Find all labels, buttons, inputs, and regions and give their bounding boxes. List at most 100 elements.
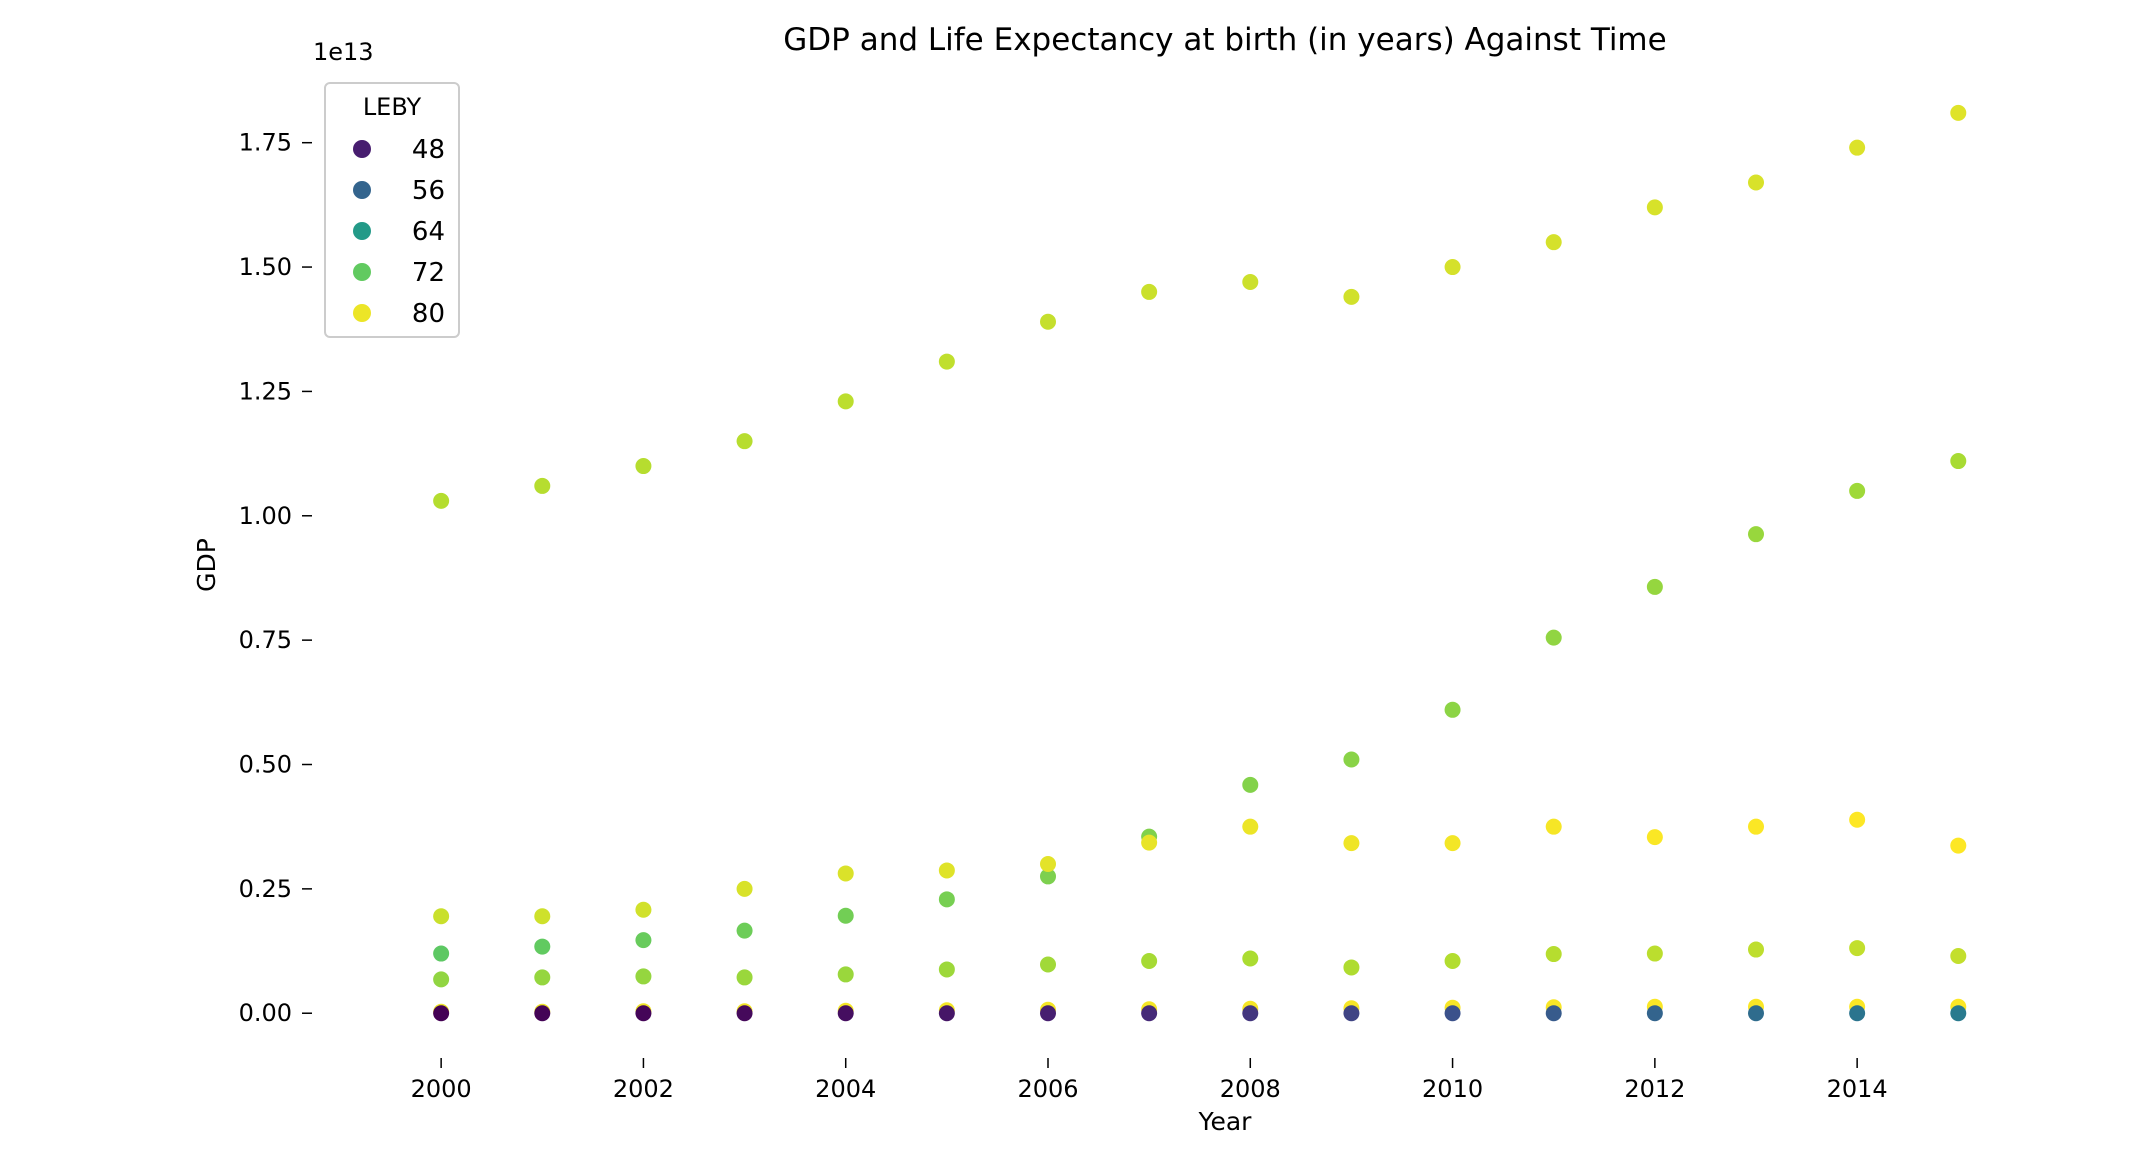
data-point xyxy=(534,908,551,925)
data-point xyxy=(1545,1005,1562,1022)
data-point xyxy=(1748,941,1764,958)
data-point xyxy=(736,433,753,450)
data-point xyxy=(433,945,450,962)
x-tick-label: 2004 xyxy=(815,1075,876,1103)
legend-marker xyxy=(353,222,371,240)
data-point xyxy=(1748,526,1764,543)
data-point xyxy=(1748,174,1764,191)
data-point xyxy=(433,1005,450,1022)
data-point xyxy=(1748,1005,1764,1022)
data-point xyxy=(1343,835,1360,852)
data-point xyxy=(938,891,955,908)
x-tick-label: 2010 xyxy=(1422,1075,1483,1103)
data-point xyxy=(1545,234,1562,251)
data-points xyxy=(433,104,1967,1022)
data-point xyxy=(1849,811,1866,828)
data-point xyxy=(736,969,753,986)
legend-label: 48 xyxy=(412,135,445,165)
data-point xyxy=(1343,959,1360,976)
data-point xyxy=(1950,104,1967,121)
legend-entries: 48 56 64 72 80 xyxy=(353,135,445,329)
data-point xyxy=(837,907,854,924)
legend-marker xyxy=(353,140,371,158)
y-tick-label: 1.25 xyxy=(239,377,292,405)
data-point xyxy=(1444,259,1461,276)
data-point xyxy=(1040,1005,1056,1022)
x-axis-ticks: 2000 2002 2004 2006 2008 2010 2012 2014 xyxy=(411,1058,1888,1103)
data-point xyxy=(1646,578,1663,595)
data-point xyxy=(635,968,652,985)
data-point xyxy=(1444,835,1461,852)
x-tick-label: 2008 xyxy=(1220,1075,1281,1103)
data-point xyxy=(837,393,854,410)
data-point xyxy=(1141,283,1158,300)
y-tick-label: 0.50 xyxy=(239,751,292,779)
legend-title: LEBY xyxy=(363,93,422,121)
data-point xyxy=(534,477,551,494)
data-point xyxy=(1950,453,1967,470)
y-tick-label: 1.00 xyxy=(239,502,292,530)
x-tick-label: 2002 xyxy=(613,1075,674,1103)
data-point xyxy=(1040,855,1056,872)
data-point xyxy=(433,908,450,925)
data-point xyxy=(938,862,955,879)
legend-marker xyxy=(353,304,371,322)
data-point xyxy=(736,922,753,939)
data-point xyxy=(1646,945,1663,962)
data-point xyxy=(938,353,955,370)
data-point xyxy=(1040,956,1056,973)
y-tick-label: 1.75 xyxy=(239,129,292,157)
y-tick-label: 0.75 xyxy=(239,626,292,654)
data-point xyxy=(1242,950,1259,967)
data-point xyxy=(837,966,854,983)
data-point xyxy=(1646,1005,1663,1022)
y-axis-ticks: 0.00 0.25 0.50 0.75 1.00 1.25 1.50 1.75 xyxy=(239,129,312,1027)
x-tick-label: 2006 xyxy=(1017,1075,1078,1103)
data-point xyxy=(1444,952,1461,969)
data-point xyxy=(433,971,450,988)
data-point xyxy=(1141,834,1158,851)
data-point xyxy=(1141,952,1158,969)
data-point xyxy=(635,932,652,949)
data-point xyxy=(1849,139,1866,156)
y-tick-label: 0.25 xyxy=(239,875,292,903)
data-point xyxy=(1343,751,1360,768)
data-point xyxy=(736,1005,753,1022)
data-point xyxy=(1242,776,1259,793)
x-tick-label: 2012 xyxy=(1624,1075,1685,1103)
chart-title: GDP and Life Expectancy at birth (in yea… xyxy=(783,22,1666,58)
data-point xyxy=(1242,273,1259,290)
data-point xyxy=(1242,1005,1259,1022)
y-tick-label: 1.50 xyxy=(239,253,292,281)
data-point xyxy=(1343,288,1360,305)
data-point xyxy=(1343,1005,1360,1022)
legend-label: 64 xyxy=(412,217,445,247)
data-point xyxy=(1040,313,1056,330)
legend-marker xyxy=(353,181,371,199)
data-point xyxy=(635,458,652,475)
data-point xyxy=(1748,818,1764,835)
data-point xyxy=(534,938,551,955)
data-point xyxy=(1545,818,1562,835)
data-point xyxy=(736,880,753,897)
data-point xyxy=(1242,818,1259,835)
data-point xyxy=(1849,482,1866,499)
data-point xyxy=(1646,829,1663,846)
data-point xyxy=(1444,1005,1461,1022)
legend-label: 56 xyxy=(412,176,445,206)
y-tick-label: 0.00 xyxy=(239,999,292,1027)
legend-label: 72 xyxy=(412,258,445,288)
data-point xyxy=(837,865,854,882)
data-point xyxy=(1950,948,1967,965)
x-tick-label: 2000 xyxy=(411,1075,472,1103)
data-point xyxy=(1849,940,1866,957)
data-point xyxy=(1646,199,1663,216)
y-offset-label: 1e13 xyxy=(313,38,374,66)
data-point xyxy=(534,969,551,986)
data-point xyxy=(635,1005,652,1022)
data-point xyxy=(837,1005,854,1022)
data-point xyxy=(1950,837,1967,854)
legend: LEBY 48 56 64 72 80 xyxy=(324,82,460,338)
